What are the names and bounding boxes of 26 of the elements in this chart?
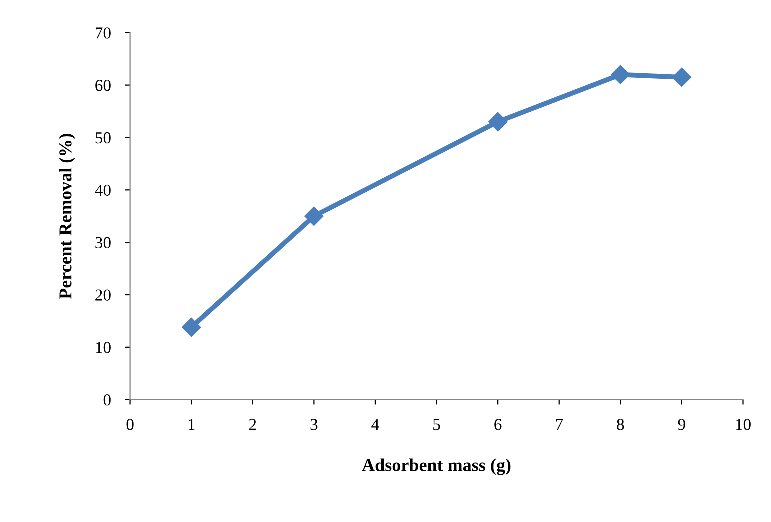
x-tick-label: 4 [372, 419, 380, 430]
y-tick-label: 60 [96, 80, 111, 92]
y-axis-title: Percent Removal (%) [59, 134, 76, 300]
x-tick-label: 6 [494, 419, 502, 430]
y-tick-label: 10 [96, 342, 111, 354]
y-tick-label: 30 [96, 237, 111, 249]
y-tick-label: 70 [96, 28, 111, 39]
x-tick-label: 1 [188, 419, 195, 430]
x-tick-label: 3 [310, 419, 318, 430]
y-tick-label: 50 [96, 132, 111, 144]
point [488, 112, 508, 132]
x-tick-label: 0 [126, 419, 134, 430]
x-tick-label: 2 [249, 419, 256, 430]
x-tick-label: 8 [617, 419, 624, 430]
y-tick-label: 0 [104, 394, 111, 406]
point [182, 318, 202, 338]
x-tick-label: 9 [678, 419, 686, 430]
y-tick-label: 40 [95, 184, 111, 196]
point [304, 206, 324, 226]
point [672, 68, 692, 87]
x-tick-label: 10 [736, 419, 751, 430]
x-tick-label: 7 [556, 419, 564, 430]
y-tick-label: 20 [96, 290, 111, 301]
point [611, 65, 630, 84]
x-axis-title: Adsorbent mass (g) [362, 458, 511, 476]
x-tick-label: 5 [434, 419, 440, 430]
